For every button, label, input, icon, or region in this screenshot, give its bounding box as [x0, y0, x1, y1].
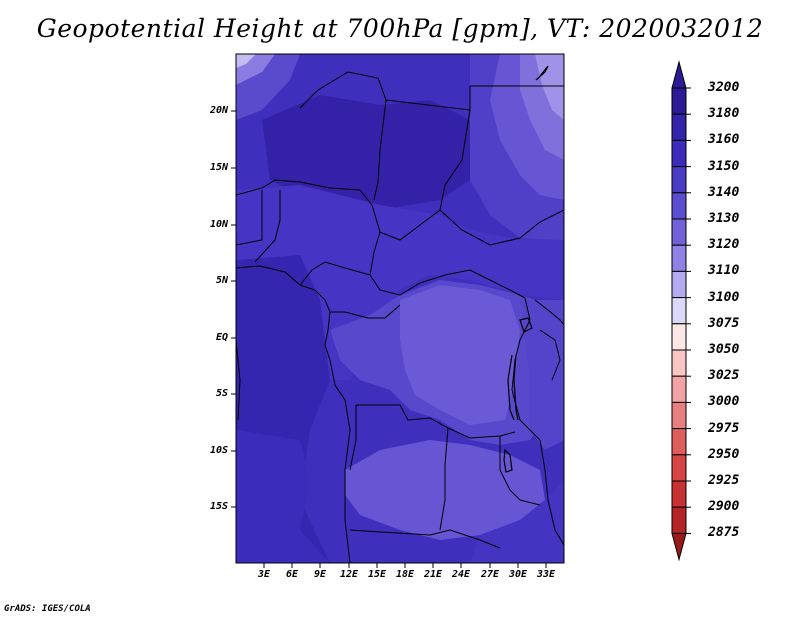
color-bar-label: 3000	[708, 394, 740, 410]
color-bar-label: 2950	[708, 446, 740, 462]
color-bar-label: 3100	[708, 289, 740, 305]
lon-label: 21E	[423, 569, 443, 580]
color-bar-label: 3120	[708, 237, 740, 253]
lon-label: 33E	[536, 569, 556, 580]
lon-ticks	[263, 563, 547, 568]
color-bar-label: 2975	[708, 420, 740, 436]
lat-label: 20N	[209, 105, 228, 116]
lon-label: 15E	[367, 569, 387, 580]
lat-label: 15N	[209, 162, 228, 173]
color-bar-label: 3160	[708, 132, 740, 148]
color-bar-segment	[671, 375, 687, 403]
color-bar-label: 3110	[708, 263, 740, 279]
color-bar-bottom-arrow	[671, 532, 687, 562]
color-bar-label: 3050	[708, 342, 740, 357]
lat-label: 5N	[215, 275, 228, 286]
lat-label: 10N	[209, 219, 228, 230]
height-field	[236, 54, 564, 563]
lon-label: 12E	[339, 569, 359, 580]
color-bar-label: 3150	[708, 158, 740, 174]
lon-label: 3E	[257, 569, 271, 580]
map-title: Geopotential Height at 700hPa [gpm], VT:…	[36, 14, 764, 43]
color-bar-segment	[671, 218, 687, 246]
color-bar	[671, 60, 691, 562]
lon-label: 30E	[508, 569, 528, 580]
lakes	[503, 65, 549, 473]
color-bar-segment	[671, 428, 687, 456]
color-bar-label: 3075	[708, 315, 740, 331]
color-bar-label: 2900	[708, 499, 740, 515]
lon-label: 24E	[451, 569, 471, 580]
lon-label: 27E	[480, 569, 500, 580]
lat-label: 10S	[209, 445, 228, 456]
color-bar-segment	[671, 270, 687, 299]
color-bar-segment	[671, 297, 687, 325]
color-bar-segment	[671, 323, 687, 351]
lat-ticks	[231, 110, 236, 508]
lon-label: 18E	[395, 569, 415, 580]
map-frame	[235, 53, 565, 564]
color-bar-segment	[671, 192, 687, 220]
color-bar-label: 2875	[708, 525, 740, 541]
color-bar-label: 2925	[708, 473, 740, 488]
lat-label: 15S	[209, 501, 228, 512]
color-bar-segment	[671, 139, 687, 168]
color-bar-segment	[671, 244, 687, 272]
credit-text: GrADS: IGES/COLA	[4, 604, 91, 614]
lat-label: EQ	[215, 332, 228, 343]
color-bar-segment	[671, 166, 687, 194]
color-bar-segment	[671, 349, 687, 377]
color-bar-top-arrow	[671, 60, 687, 89]
lon-label: 9E	[313, 569, 327, 580]
color-bar-label: 3130	[708, 211, 740, 226]
lat-label: 5S	[215, 388, 228, 399]
color-bar-label: 3025	[708, 368, 740, 384]
color-bar-label: 3140	[708, 184, 740, 200]
color-bar-segment	[671, 506, 687, 534]
lon-label: 6E	[285, 569, 299, 580]
color-bar-segment	[671, 87, 687, 115]
country-borders	[236, 71, 564, 563]
color-bar-label: 3200	[708, 80, 740, 95]
color-bar-label: 3180	[708, 106, 740, 122]
color-bar-segment	[671, 401, 687, 430]
color-bar-segment	[671, 480, 687, 508]
color-bar-segment	[671, 113, 687, 141]
color-bar-segment	[671, 454, 687, 482]
